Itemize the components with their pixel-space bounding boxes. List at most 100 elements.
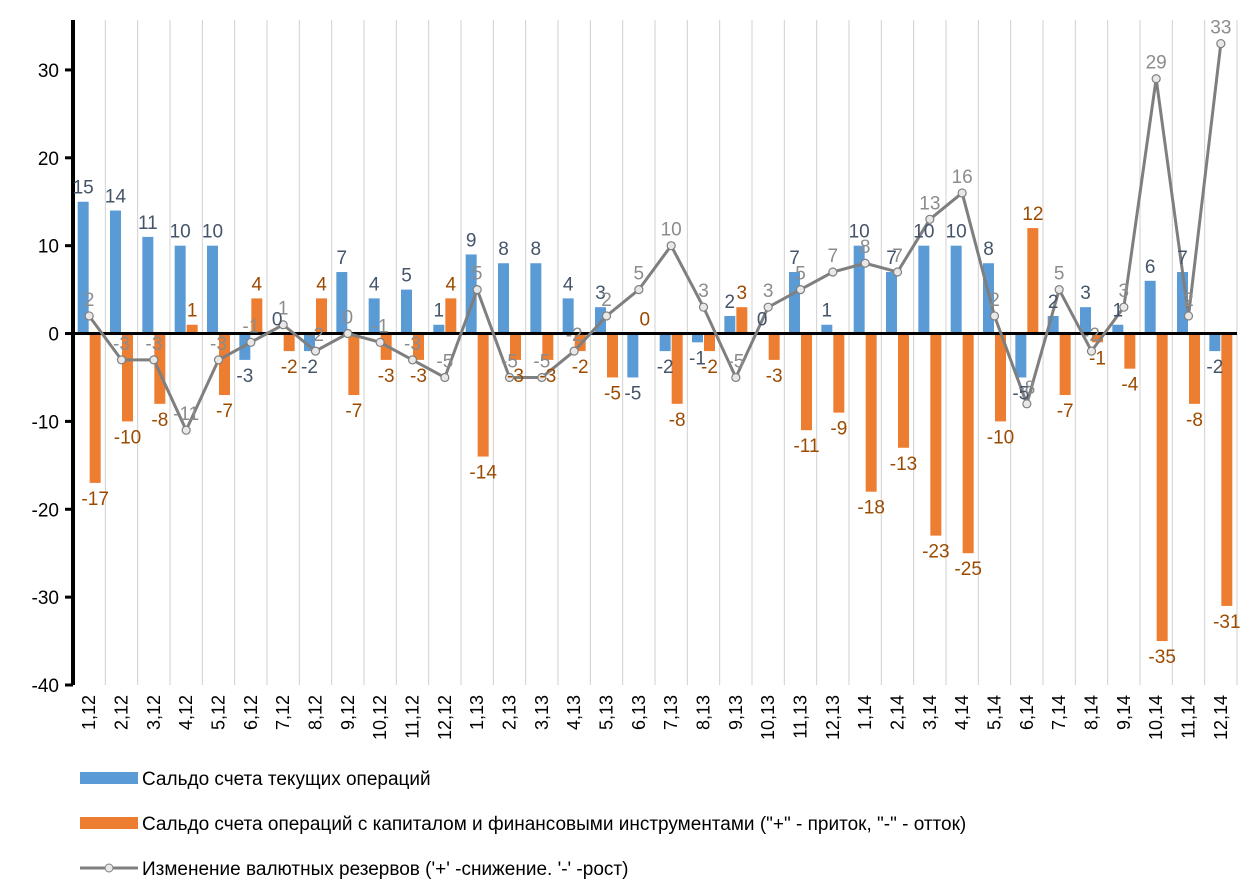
line-marker [828,267,838,277]
x-tick-label: 12,14 [1211,695,1231,740]
x-tick-label: 1,14 [855,695,875,730]
bar-value-label: 1 [822,301,833,322]
bar-value-label: 10 [202,222,223,243]
bar [368,298,380,334]
line-value-label: 2 [1183,290,1194,311]
line-value-label: 3 [1119,281,1130,302]
bar [142,236,154,334]
x-tick-label: 1,12 [79,695,99,730]
bar [853,245,865,334]
x-tick-label: 3,13 [532,695,552,730]
line-marker [925,214,935,224]
line-value-label: 29 [1146,53,1167,74]
bar [627,333,639,378]
legend-swatch [80,817,138,829]
bar-value-label: 0 [757,310,768,331]
bar-value-label: 1 [434,301,445,322]
bar-value-label: -13 [890,454,917,475]
x-tick-label: 6,12 [241,695,261,730]
y-tick-label: -30 [32,588,59,609]
line-value-label: 3 [698,281,709,302]
line-value-label: -3 [404,334,421,355]
y-tick-label: 30 [38,61,59,82]
bar-value-label: 1 [187,301,198,322]
bar [995,333,1006,422]
bar [122,333,133,422]
line-value-label: 5 [634,264,645,285]
bar [251,298,263,334]
bar [348,333,360,396]
bar-value-label: -5 [624,383,641,404]
y-tick-label: 10 [38,237,59,258]
line-marker [601,311,612,321]
x-tick-label: 5,14 [985,695,1005,730]
bar-value-label: 11 [138,213,158,234]
x-tick-label: 10,12 [370,695,390,740]
bar [918,245,930,334]
bar-value-label: 7 [1177,248,1188,269]
bar-value-label: 4 [369,274,380,295]
bar [1112,324,1124,334]
bar-value-label: 0 [640,310,651,331]
legend-label: Сальдо счета операций с капиталом и фина… [142,814,966,835]
x-tick-label: 12,12 [435,695,455,740]
bar [789,272,800,334]
bar-value-label: -4 [1121,375,1138,396]
line-marker [957,188,967,198]
bar-value-label: -25 [954,559,981,580]
bar-value-label: -3 [236,366,253,387]
bar-value-label: -10 [114,427,141,448]
bar-value-label: -14 [469,463,497,484]
bar [510,333,521,360]
bar [1209,333,1221,352]
bar [736,307,748,334]
line-value-label: -3 [145,334,162,355]
bar [724,315,736,334]
bar-value-label: 8 [983,239,994,260]
x-tick-label: 9,12 [338,695,358,730]
x-tick-label: 11,12 [403,695,423,739]
line-value-label: 7 [828,246,839,267]
line-value-label: -1 [372,316,389,337]
bar [886,272,897,334]
x-tick-label: 9,14 [1114,695,1134,730]
line-series [87,43,1223,434]
line-marker [731,372,741,383]
bar-value-label: 10 [913,222,934,243]
bar-value-label: -7 [216,401,233,422]
line-value-label: -8 [1018,378,1035,399]
y-tick-label: -10 [32,412,59,433]
line-marker [1119,302,1129,312]
legend-label: Сальдо счета текущих операций [142,769,431,790]
x-tick-label: 8,12 [306,695,326,730]
bar-value-label: -10 [987,427,1014,448]
bar [1221,333,1233,606]
bar-value-label: 4 [446,274,457,295]
bar [607,333,618,378]
x-tick-label: 8,14 [1082,695,1102,730]
bar [401,289,412,334]
bar-value-label: 3 [737,283,748,304]
bar-value-label: -5 [604,383,621,404]
bar [930,333,942,536]
legend-swatch [80,772,138,784]
line-value-label: -2 [1083,325,1100,346]
line-value-label: 5 [472,264,483,285]
bar-value-label: -2 [572,357,589,378]
line-value-label: 10 [661,220,682,241]
line-marker [666,241,676,251]
bar [304,333,315,352]
y-tick-label: 0 [48,325,59,346]
bar-value-label: -23 [922,542,949,563]
line-marker [1086,346,1097,356]
bar-value-label: -11 [793,436,819,457]
line-value-label: -11 [173,404,199,425]
bar [1156,333,1168,642]
x-tick-label: 3,14 [920,695,940,730]
bar [962,333,974,554]
line-marker [246,337,256,347]
x-tick-label: 10,14 [1146,695,1166,740]
line-value-label: 2 [989,290,1000,311]
line-marker [149,355,159,365]
